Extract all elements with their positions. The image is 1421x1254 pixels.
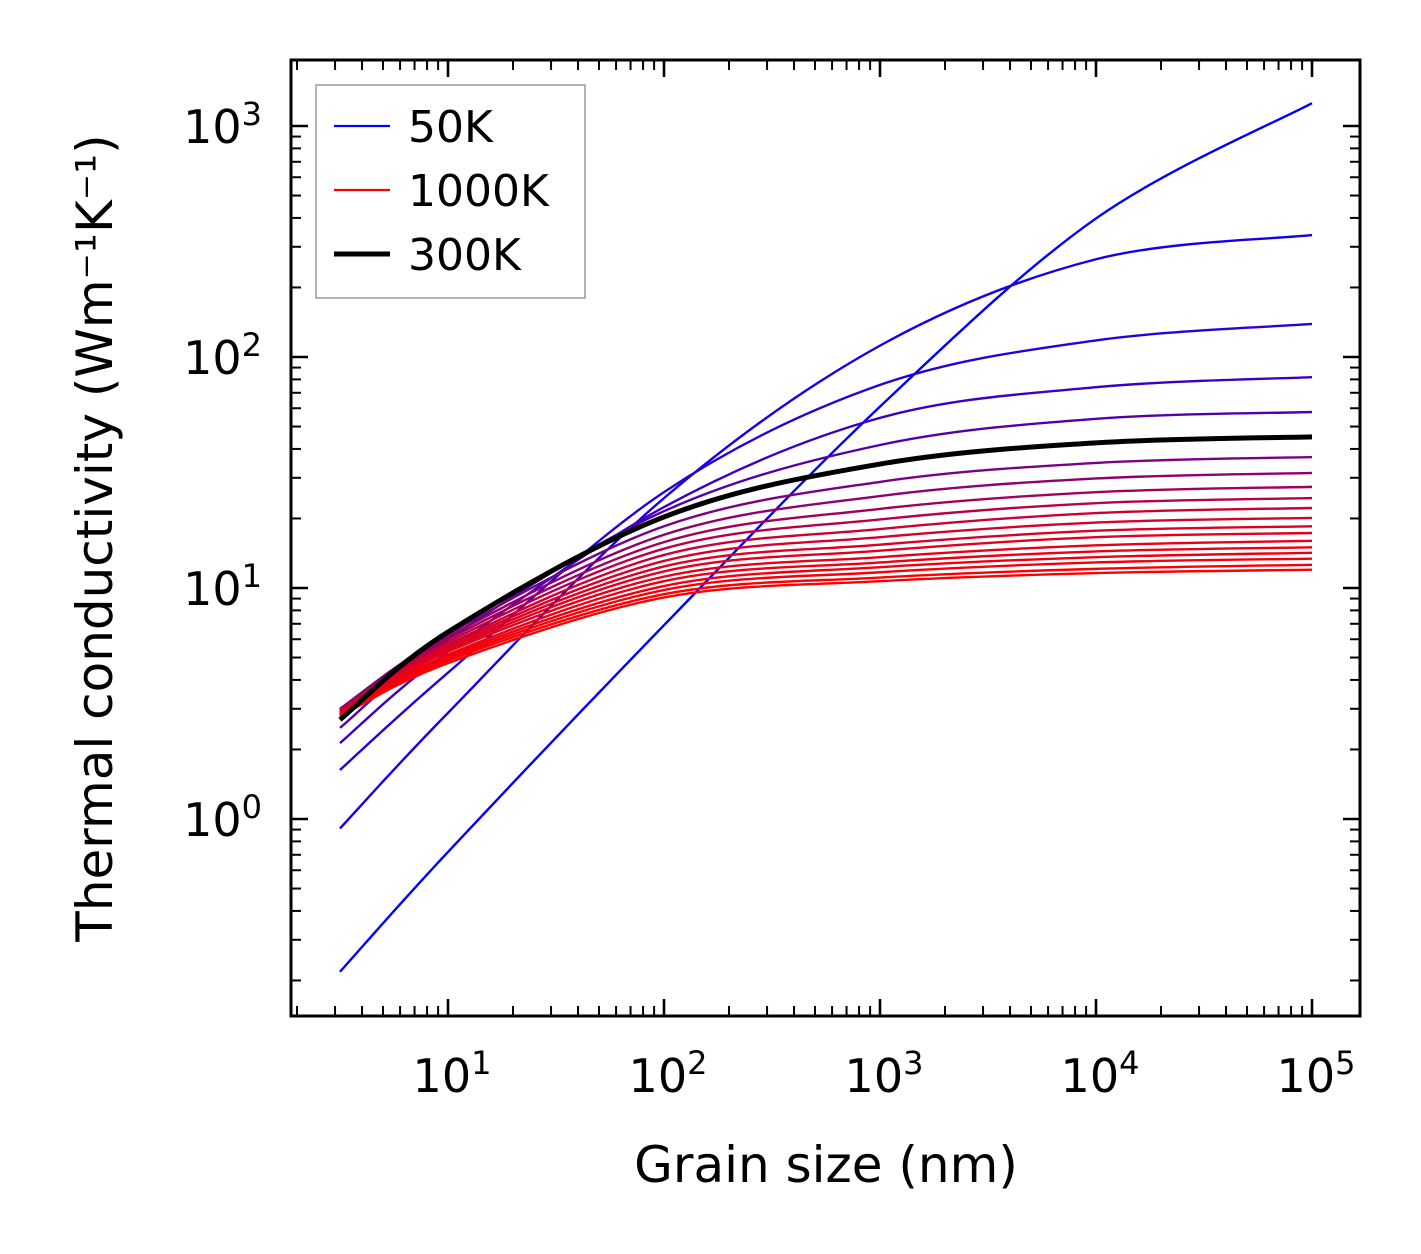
tick-base: 10 [183,100,242,154]
y-tick-label: 103 [183,95,262,154]
tick-base: 10 [413,1049,472,1103]
x-tick-label: 103 [845,1044,924,1103]
y-tick-label: 101 [183,557,262,616]
series-line-650k [339,525,1313,714]
tick-exponent: 0 [242,788,262,826]
series-line-700k [339,531,1313,715]
tick-layer [291,60,1360,1016]
series-line-800k [339,546,1313,716]
y-tick-label: 102 [183,326,262,385]
x-tick-label: 104 [1061,1044,1140,1103]
legend: 50K 1000K 300K [315,84,586,299]
legend-label-1000k: 1000K [408,166,550,217]
series-layer [338,102,1313,973]
series-line-50k [339,102,1313,973]
tick-exponent: 2 [687,1044,707,1082]
legend-box [315,84,586,299]
series-line-500k [339,496,1313,712]
tick-exponent: 3 [242,95,262,133]
series-line-750k [339,539,1313,715]
tick-exponent: 2 [242,326,262,364]
series-line-400k [339,471,1313,711]
tick-base: 10 [845,1049,904,1103]
series-line-450k [339,485,1313,712]
tick-exponent: 4 [1119,1044,1139,1082]
series-line-600k [339,516,1313,714]
tick-base: 10 [1277,1049,1336,1103]
series-line-550k [339,506,1313,713]
legend-label-300k: 300K [408,230,522,281]
legend-label-50k: 50K [408,102,494,153]
y-axis-label: Thermal conductivity (Wm⁻¹K⁻¹) [66,134,124,942]
tick-base: 10 [629,1049,688,1103]
tick-exponent: 3 [903,1044,923,1082]
series-line-100k [339,233,1313,830]
x-tick-labels: 101 102 103 104 105 [413,1044,1356,1103]
tick-exponent: 1 [242,557,262,595]
series-line-150k [339,322,1313,771]
series-line-900k [339,557,1313,717]
series-line-300k [338,434,1313,722]
plot-frame [289,58,1362,1018]
x-tick-label: 102 [629,1044,708,1103]
tick-base: 10 [183,793,242,847]
tick-exponent: 1 [471,1044,491,1082]
y-tick-label: 100 [183,788,262,847]
series-line-850k [339,551,1313,717]
tick-base: 10 [183,331,242,385]
series-line-950k [339,563,1313,718]
x-axis-label: Grain size (nm) [634,1136,1018,1194]
tick-base: 10 [1061,1049,1120,1103]
tick-exponent: 5 [1335,1044,1355,1082]
x-tick-label: 105 [1277,1044,1356,1103]
tick-base: 10 [183,562,242,616]
x-tick-label: 101 [413,1044,492,1103]
series-line-1000k [339,568,1313,718]
